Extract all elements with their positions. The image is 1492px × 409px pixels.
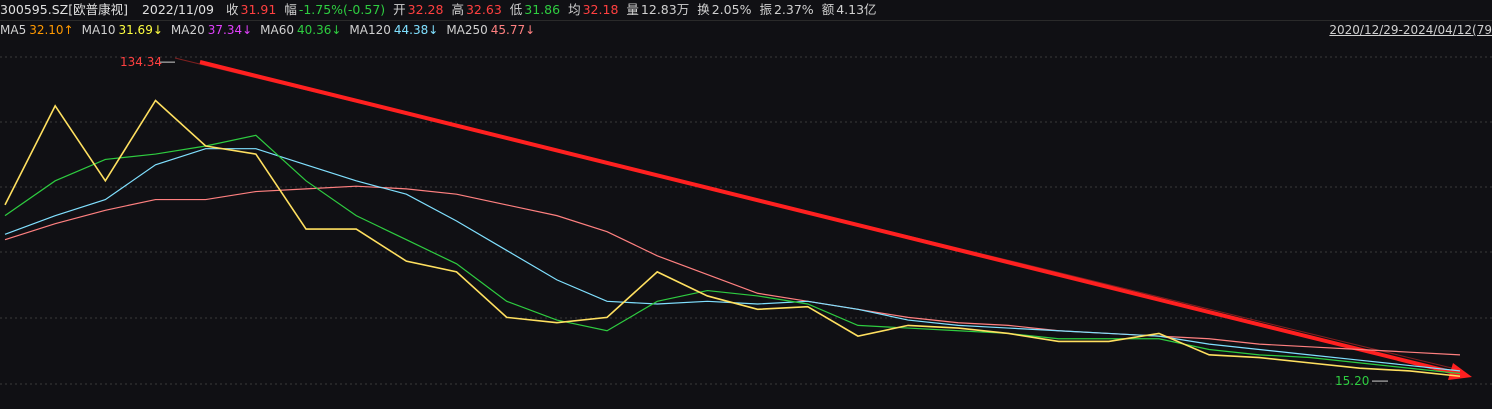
ma-value: 45.77↓ (490, 23, 536, 37)
ma-value: 40.36↓ (297, 23, 342, 37)
field-label: 额 (821, 2, 835, 17)
quote-date: 2022/11/09 (141, 2, 214, 17)
series-line (4, 134, 1461, 375)
field-label: 振 (759, 2, 772, 17)
chart: 134.34 15.20 (0, 55, 1492, 388)
field-label: 幅 (284, 2, 297, 17)
field-value: -1.75%(-0.57) (298, 2, 386, 17)
field-value: 31.86 (524, 2, 561, 17)
ma-value: 37.34↓ (207, 23, 253, 37)
low-label: 15.20 (1335, 374, 1369, 388)
field-label: 开 (393, 2, 406, 17)
series-line (4, 99, 1461, 378)
ma-label: MA60 (260, 23, 294, 37)
field-value: 32.18 (582, 2, 619, 17)
ma-value: 32.10↑ (29, 23, 74, 37)
ma-label: MA20 (170, 23, 205, 37)
ma-value: 31.69↓ (118, 23, 163, 37)
field-label: 高 (451, 2, 464, 17)
field-value: 31.91 (240, 2, 277, 17)
ma-label: MA120 (349, 23, 391, 37)
field-value: 2.05% (711, 2, 752, 17)
series-line (4, 148, 1461, 372)
grid (0, 56, 1492, 385)
ma-label: MA5 (0, 23, 27, 37)
field-value: 32.63 (465, 2, 502, 17)
stock-code: 300595.SZ[欧普康视] (0, 2, 128, 17)
high-label: 134.34 (120, 55, 162, 69)
field-value: 32.28 (407, 2, 444, 17)
date-range[interactable]: 2020/12/29-2024/04/12(79 (1329, 23, 1492, 37)
ma-label: MA250 (446, 23, 488, 37)
field-label: 均 (568, 2, 581, 17)
ma-label: MA10 (81, 23, 116, 37)
ma-value: 44.38↓ (393, 23, 439, 37)
field-label: 低 (509, 2, 523, 17)
trend-arrow (199, 60, 1456, 375)
ma-legend: MA5 32.10↑ MA10 31.69↓ MA20 37.34↓ MA60 40.36↓ M… (0, 21, 1492, 39)
arrow-head (1448, 363, 1472, 380)
field-value: 4.13亿 (836, 2, 877, 17)
field-label: 换 (697, 2, 710, 17)
quote-header: 300595.SZ[欧普康视] 2022/11/09 收 31.91 幅 -1.75%(-… (0, 0, 1492, 21)
field-label: 量 (626, 2, 639, 17)
field-value: 12.83万 (640, 2, 690, 17)
field-value: 2.37% (773, 2, 814, 17)
field-label: 收 (226, 2, 239, 17)
series-line (4, 185, 1461, 356)
